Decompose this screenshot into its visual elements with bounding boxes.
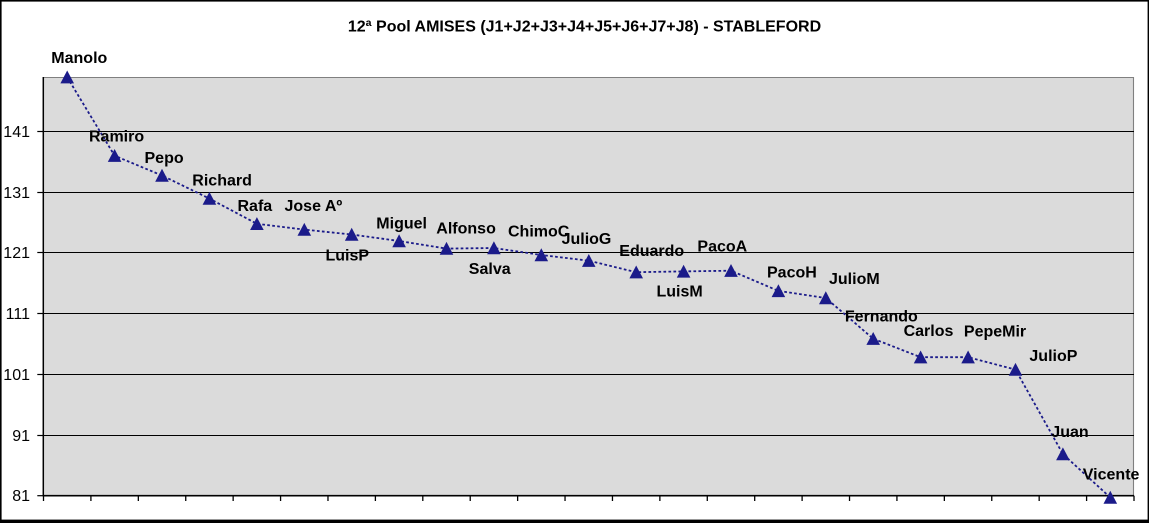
- svg-text:121: 121: [3, 245, 30, 262]
- svg-text:Rafa: Rafa: [238, 198, 273, 215]
- svg-text:LuisP: LuisP: [326, 247, 370, 264]
- svg-text:Vicente: Vicente: [1083, 466, 1140, 483]
- svg-text:LuisM: LuisM: [657, 284, 703, 301]
- svg-text:JulioG: JulioG: [562, 231, 612, 248]
- svg-text:141: 141: [3, 124, 30, 141]
- svg-text:111: 111: [6, 306, 30, 323]
- svg-text:Juan: Juan: [1051, 424, 1088, 441]
- svg-text:Richard: Richard: [192, 173, 252, 190]
- svg-text:81: 81: [12, 488, 30, 505]
- svg-text:Alfonso: Alfonso: [436, 220, 496, 237]
- svg-text:Carlos: Carlos: [904, 323, 954, 340]
- svg-text:101: 101: [3, 367, 30, 384]
- svg-text:131: 131: [3, 185, 30, 202]
- svg-text:Eduardo: Eduardo: [619, 243, 684, 260]
- svg-text:JulioM: JulioM: [829, 271, 880, 288]
- svg-text:Miguel: Miguel: [376, 215, 427, 232]
- svg-text:Ramiro: Ramiro: [89, 129, 144, 146]
- svg-text:PepeMir: PepeMir: [964, 324, 1026, 341]
- svg-text:Pepo: Pepo: [145, 150, 184, 167]
- svg-text:91: 91: [12, 428, 30, 445]
- svg-text:PacoH: PacoH: [767, 264, 817, 281]
- svg-text:Manolo: Manolo: [51, 50, 107, 67]
- svg-text:ChimoC: ChimoC: [508, 224, 570, 241]
- svg-text:JulioP: JulioP: [1029, 348, 1077, 365]
- svg-text:12ª Pool AMISES (J1+J2+J3+J4+J: 12ª Pool AMISES (J1+J2+J3+J4+J5+J6+J7+J8…: [348, 19, 821, 36]
- svg-text:Jose Aº: Jose Aº: [285, 198, 343, 215]
- svg-text:PacoA: PacoA: [697, 239, 747, 256]
- svg-text:Salva: Salva: [469, 261, 511, 278]
- svg-text:Fernando: Fernando: [845, 308, 918, 325]
